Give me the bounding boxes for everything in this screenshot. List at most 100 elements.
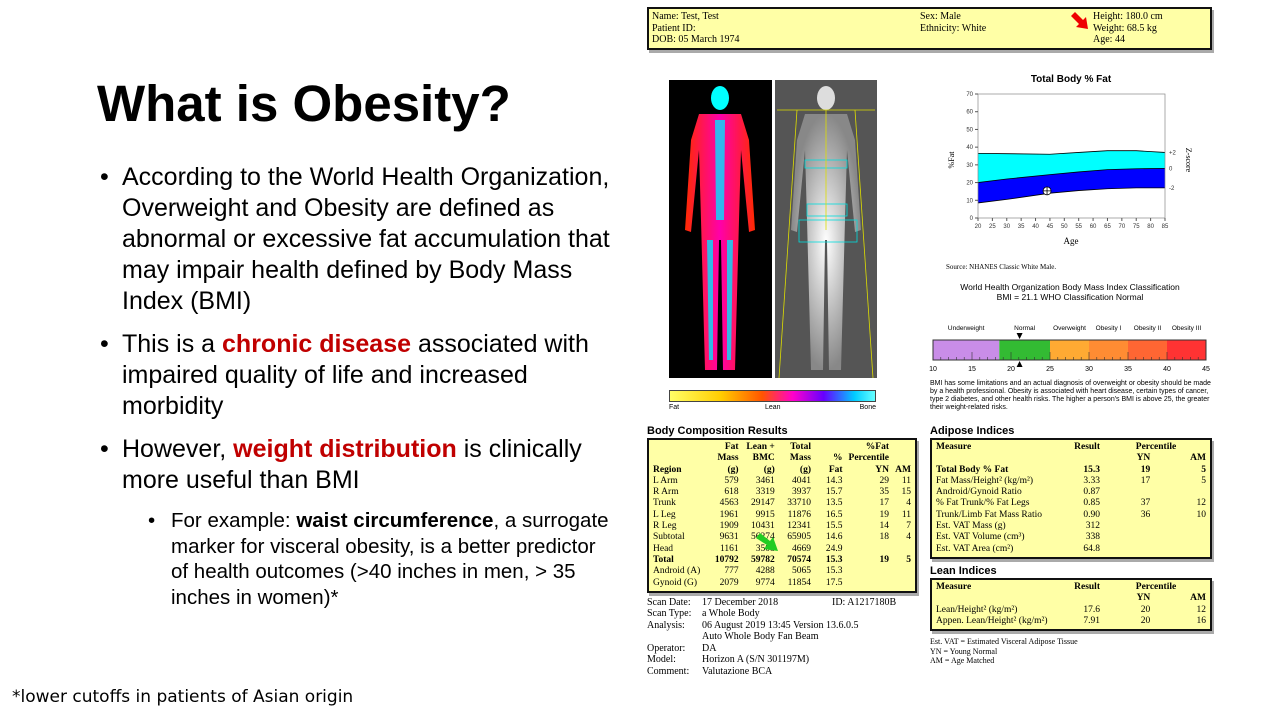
scan-info-cell: Scan Type: [647, 608, 692, 620]
bmi-category-label: Overweight [1053, 325, 1086, 332]
table-cell: 7.91 [1083, 615, 1100, 626]
column-header: Total Mass (g) [789, 442, 811, 475]
column-header: Result [1074, 581, 1100, 592]
table-cell: 29147 [751, 498, 775, 509]
table-cell: 4288 [755, 566, 775, 577]
table-cell: 1961 [719, 509, 739, 520]
table-cell: % Fat Trunk/% Fat Legs [936, 498, 1030, 509]
chart-source: Source: NHANES Classic White Male. [946, 263, 1056, 271]
sub-bullet-text-rest: , a surrogate marker for visceral obesit… [171, 509, 609, 609]
table-cell: 12 [1196, 498, 1207, 509]
x-tick-label: 85 [1162, 224, 1169, 230]
table-cell: 1909 [719, 521, 739, 532]
lower-curve [977, 187, 1165, 204]
table-cell: 14.6 [825, 532, 843, 543]
column-header: Result [1074, 442, 1100, 452]
table-cell: 19 [1140, 464, 1151, 475]
table-cell: Fat Mass/Height² (kg/m²) [936, 475, 1033, 486]
scan-info-cell: ID: A1217180B [832, 596, 897, 608]
table-cell [1153, 487, 1209, 498]
legend-line: Est. VAT = Estimated Visceral Adipose Ti… [930, 637, 1078, 647]
table-row: % Fat Trunk/% Fat Legs 0.85 37 12 [933, 498, 1209, 509]
patient-name: Name: Test, Test [652, 11, 719, 22]
table-cell [1103, 532, 1153, 543]
scan-info-cell: DA [702, 642, 717, 654]
table-cell: 36 [1140, 509, 1151, 520]
bullet-text: is clinically more useful than BMI [122, 435, 582, 494]
lean-table: Measure Result Percentile YN AM Lean/Height² … [930, 577, 1212, 632]
scan-info-cell: 17 December 2018 [702, 596, 779, 608]
table-cell: 5 [1201, 464, 1206, 475]
bullet-text: However, [122, 435, 234, 463]
table-cell: 19 [879, 554, 889, 565]
bullet-list: • According to the World Health Organizat… [97, 162, 617, 496]
x-tick-label: 20 [975, 224, 982, 230]
abbrev-legend: Est. VAT = Estimated Visceral Adipose Ti… [930, 637, 1212, 666]
bmi-tick-label: 35 [1124, 366, 1132, 373]
y-tick-label: 40 [966, 145, 973, 151]
table-cell: 20 [1140, 615, 1151, 626]
highlight-text: weight distribution [233, 435, 457, 463]
table-cell: Trunk/Limb Fat Mass Ratio [936, 509, 1043, 520]
table-cell: 3461 [755, 475, 775, 486]
red-arrow-icon [1071, 12, 1088, 29]
column-header: YN [1136, 453, 1151, 464]
scan-info-row: Scan Type: a Whole Body [647, 608, 917, 620]
table-cell: 4041 [792, 475, 811, 486]
table-cell: Android (A) [653, 566, 701, 577]
y-axis-label: %Fat [947, 151, 956, 169]
bullet-item: • This is a chronic disease associated wi… [100, 329, 617, 422]
bmi-tick-label: 15 [968, 366, 976, 373]
table-cell: 15.5 [825, 521, 843, 532]
bmi-category-label: Underweight [948, 325, 985, 332]
table-cell: 1161 [719, 543, 739, 554]
bmi-tick-label: 25 [1046, 366, 1054, 373]
scan-info-cell: Model: [647, 654, 676, 666]
x-tick-label: 40 [1032, 224, 1039, 230]
bullet-dot: • [100, 330, 109, 358]
bmi-tick-label: 30 [1085, 366, 1093, 373]
column-header: Percentile [1135, 581, 1177, 592]
scan-info-row: Analysis: 06 August 2019 13:45 Version 13… [647, 620, 917, 632]
table-cell: 5065 [792, 566, 811, 577]
table-cell: 9631 [719, 532, 739, 543]
patient-age: Age: 44 [1093, 34, 1125, 45]
bmi-marker-bottom [1016, 361, 1023, 367]
table-cell [846, 566, 892, 577]
table-cell: 59782 [751, 554, 775, 565]
table-cell: 9774 [755, 577, 775, 588]
x-tick-label: 80 [1147, 224, 1154, 230]
table-cell [1153, 532, 1209, 543]
table-cell: 12 [1196, 604, 1207, 615]
table-row: Est. VAT Mass (g) 312 [933, 521, 1209, 532]
patient-height: Height: 180.0 cm [1093, 11, 1163, 22]
column-header: AM [895, 464, 911, 475]
column-header: Fat Mass (g) [717, 442, 739, 475]
bullet-text: associated with impaired quality of life… [122, 330, 589, 420]
table-row: Trunk 4563 29147 33710 13.5 17 4 [650, 498, 914, 509]
table-row: Gynoid (G) 2079 9774 11854 17.5 [650, 578, 914, 589]
scan-info-row: Comment: Valutazione BCA [647, 666, 917, 678]
x-tick-label: 45 [1047, 224, 1054, 230]
table-row: Android (A) 777 4288 5065 15.3 [650, 566, 914, 577]
table-cell: 2079 [719, 577, 739, 588]
table-row: Lean/Height² (kg/m²) 17.6 20 12 [933, 605, 1209, 616]
table-cell: 11 [901, 475, 911, 486]
table-cell: Total [653, 554, 674, 565]
bmi-note: BMI has some limitations and an actual d… [930, 380, 1211, 411]
table-cell: 0.85 [1083, 498, 1100, 509]
patient-point-cross [1043, 186, 1052, 195]
table-cell: 17 [1140, 475, 1151, 486]
table-cell: 618 [724, 487, 739, 498]
table-row: Fat Mass/Height² (kg/m²) 3.33 17 5 [933, 476, 1209, 487]
bmi-category-label: Normal [1014, 325, 1036, 332]
dexa-body-images [669, 80, 877, 379]
color-body-silhouette [685, 86, 755, 370]
colorbar-fat-label: Fat [669, 404, 680, 411]
table-cell: 15.3 [825, 566, 843, 577]
table-row: Appen. Lean/Height² (kg/m²) 7.91 20 16 [933, 616, 1209, 627]
table-cell [1103, 521, 1153, 532]
plot-frame [977, 93, 1166, 219]
table-cell: Trunk [653, 498, 676, 509]
y-tick-label: 30 [966, 163, 973, 169]
